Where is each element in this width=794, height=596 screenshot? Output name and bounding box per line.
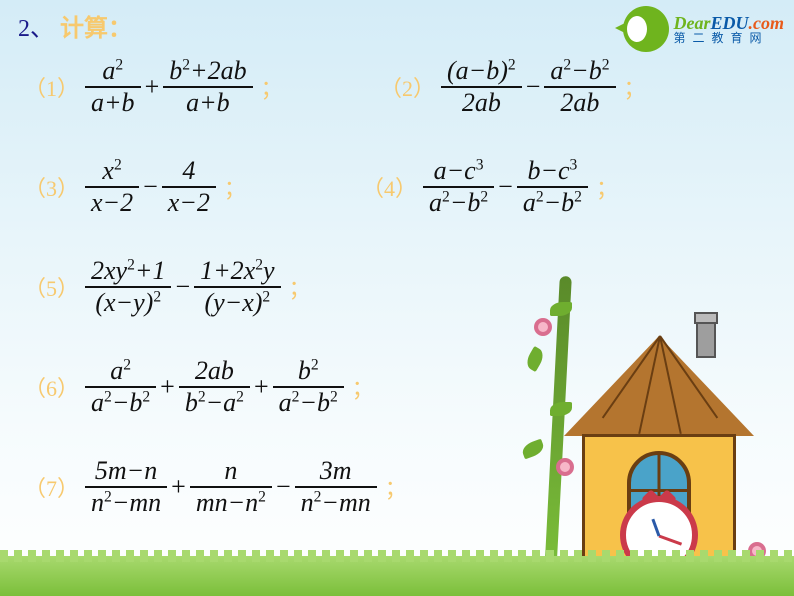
numerator: b2 bbox=[273, 356, 344, 386]
title-text: 计算： bbox=[60, 16, 132, 42]
leaf-icon bbox=[523, 346, 546, 372]
denominator: a+b bbox=[85, 86, 141, 118]
separator: ； bbox=[289, 271, 311, 303]
operator: + bbox=[141, 72, 164, 102]
numerator: 3m bbox=[295, 456, 377, 486]
denominator: a2−b2 bbox=[517, 186, 588, 218]
separator: ； bbox=[624, 71, 646, 103]
fraction: b−c3a2−b2 bbox=[517, 156, 588, 218]
denominator: a2−b2 bbox=[85, 386, 156, 418]
problem-number: （5） bbox=[24, 271, 79, 303]
denominator: n2−mn bbox=[85, 486, 167, 518]
numerator: x2 bbox=[85, 156, 139, 186]
fraction: (a−b)22ab bbox=[441, 56, 522, 118]
fraction: a2−b22ab bbox=[544, 56, 615, 118]
denominator: (x−y)2 bbox=[85, 286, 171, 318]
operator: + bbox=[167, 472, 190, 502]
logo-line2: 第 二 教 育 网 bbox=[673, 32, 784, 44]
denominator: a+b bbox=[163, 86, 252, 118]
denominator: 2ab bbox=[441, 86, 522, 118]
logo-icon bbox=[623, 6, 669, 52]
denominator: a2−b2 bbox=[273, 386, 344, 418]
numerator: (a−b)2 bbox=[441, 56, 522, 86]
fraction: b2a2−b2 bbox=[273, 356, 344, 418]
separator: ； bbox=[385, 471, 407, 503]
numerator: n bbox=[190, 456, 272, 486]
numerator: a−c3 bbox=[423, 156, 494, 186]
problem-number: （1） bbox=[24, 71, 79, 103]
numerator: a2−b2 bbox=[544, 56, 615, 86]
denominator: (y−x)2 bbox=[194, 286, 280, 318]
operator: − bbox=[494, 172, 517, 202]
problem-2: （2）(a−b)22ab−a2−b22ab； bbox=[380, 56, 646, 118]
problem-6: （6）a2a2−b2+2abb2−a2+b2a2−b2； bbox=[24, 356, 374, 418]
leaf-icon bbox=[520, 439, 545, 460]
problem-number: （2） bbox=[380, 71, 435, 103]
operator: − bbox=[522, 72, 545, 102]
problem-1: （1）a2a+b+b2+2aba+b； bbox=[24, 56, 283, 118]
problem-4: （4）a−c3a2−b2−b−c3a2−b2； bbox=[362, 156, 618, 218]
fraction: 4x−2 bbox=[162, 156, 216, 218]
logo: DearEDU.com 第 二 教 育 网 bbox=[623, 6, 784, 52]
problem-number: （4） bbox=[362, 171, 417, 203]
fraction: nmn−n2 bbox=[190, 456, 272, 518]
operator: − bbox=[139, 172, 162, 202]
roof-icon bbox=[564, 336, 754, 436]
numerator: a2 bbox=[85, 56, 141, 86]
page-title: 2、 计算： bbox=[18, 8, 132, 43]
numerator: 2xy2+1 bbox=[85, 256, 171, 286]
operator: − bbox=[171, 272, 194, 302]
problem-number: （6） bbox=[24, 371, 79, 403]
separator: ； bbox=[596, 171, 618, 203]
separator: ； bbox=[261, 71, 283, 103]
denominator: x−2 bbox=[85, 186, 139, 218]
fraction: a2a2−b2 bbox=[85, 356, 156, 418]
separator: ； bbox=[224, 171, 246, 203]
numerator: b−c3 bbox=[517, 156, 588, 186]
fraction: 1+2x2y(y−x)2 bbox=[194, 256, 280, 318]
denominator: 2ab bbox=[544, 86, 615, 118]
grass-decoration bbox=[0, 556, 794, 596]
fraction: 2xy2+1(x−y)2 bbox=[85, 256, 171, 318]
denominator: n2−mn bbox=[295, 486, 377, 518]
denominator: mn−n2 bbox=[190, 486, 272, 518]
denominator: b2−a2 bbox=[179, 386, 250, 418]
numerator: a2 bbox=[85, 356, 156, 386]
house-illustration bbox=[564, 336, 754, 566]
logo-text: DearEDU.com 第 二 教 育 网 bbox=[673, 14, 784, 44]
problem-number: （7） bbox=[24, 471, 79, 503]
separator: ； bbox=[352, 371, 374, 403]
fraction: a2a+b bbox=[85, 56, 141, 118]
denominator: x−2 bbox=[162, 186, 216, 218]
fraction: b2+2aba+b bbox=[163, 56, 252, 118]
fraction: 3mn2−mn bbox=[295, 456, 377, 518]
fraction: 5m−nn2−mn bbox=[85, 456, 167, 518]
numerator: 1+2x2y bbox=[194, 256, 280, 286]
problem-3: （3）x2x−2−4x−2； bbox=[24, 156, 246, 218]
problem-number: （3） bbox=[24, 171, 79, 203]
numerator: 4 bbox=[162, 156, 216, 186]
denominator: a2−b2 bbox=[423, 186, 494, 218]
title-number: 2、 bbox=[18, 16, 54, 42]
numerator: b2+2ab bbox=[163, 56, 252, 86]
numerator: 2ab bbox=[179, 356, 250, 386]
problem-7: （7）5m−nn2−mn+nmn−n2−3mn2−mn； bbox=[24, 456, 407, 518]
fraction: x2x−2 bbox=[85, 156, 139, 218]
operator: + bbox=[156, 372, 179, 402]
problem-5: （5）2xy2+1(x−y)2−1+2x2y(y−x)2 ； bbox=[24, 256, 311, 318]
fraction: a−c3a2−b2 bbox=[423, 156, 494, 218]
operator: + bbox=[250, 372, 273, 402]
operator: − bbox=[272, 472, 295, 502]
numerator: 5m−n bbox=[85, 456, 167, 486]
fraction: 2abb2−a2 bbox=[179, 356, 250, 418]
flower-icon bbox=[534, 318, 552, 336]
logo-line1: DearEDU.com bbox=[673, 14, 784, 32]
